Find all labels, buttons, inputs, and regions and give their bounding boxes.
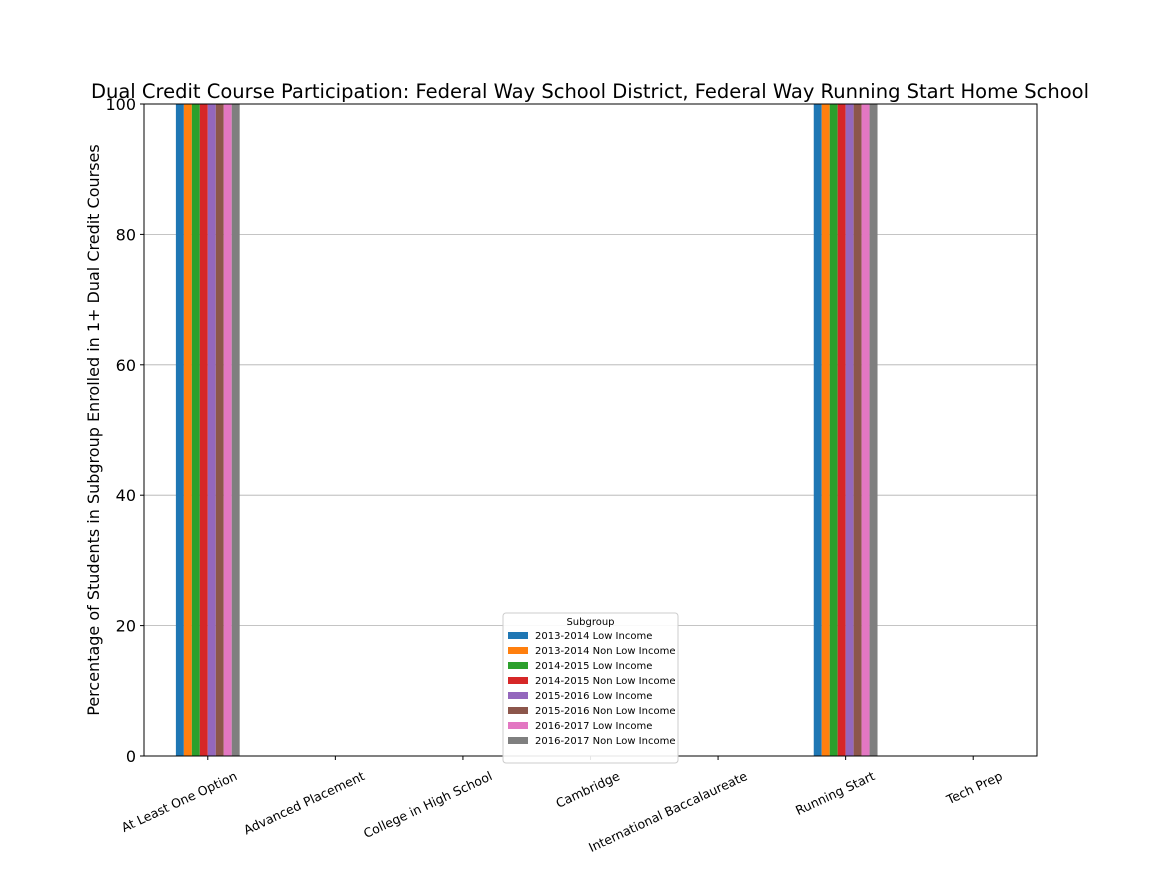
bar xyxy=(821,104,830,756)
legend-swatch xyxy=(508,677,528,684)
legend: Subgroup 2013-2014 Low Income 2013-2014 No… xyxy=(502,612,679,764)
bar xyxy=(223,104,232,756)
y-tick-label: 80 xyxy=(116,225,136,244)
legend-swatch xyxy=(508,647,528,654)
legend-box xyxy=(502,612,679,764)
legend-swatch xyxy=(508,722,528,729)
legend-label: 2014-2015 Non Low Income xyxy=(535,676,675,687)
y-tick-label: 0 xyxy=(126,747,136,766)
legend-label: 2016-2017 Non Low Income xyxy=(535,736,675,747)
y-tick-label: 20 xyxy=(116,617,136,636)
legend-label: 2014-2015 Low Income xyxy=(535,661,652,672)
legend-swatch xyxy=(508,632,528,639)
y-gridlines xyxy=(144,233,1037,626)
legend-swatch xyxy=(508,707,528,714)
bar xyxy=(215,104,224,756)
bar xyxy=(837,104,846,756)
bar xyxy=(845,104,854,756)
y-tick-label: 60 xyxy=(116,356,136,375)
bar xyxy=(207,104,216,756)
bar xyxy=(869,104,878,756)
legend-label: 2013-2014 Non Low Income xyxy=(535,646,675,657)
bar xyxy=(829,104,838,756)
y-tick-label: 40 xyxy=(116,486,136,505)
y-axis-label: Percentage of Students in Subgroup Enrol… xyxy=(84,144,103,715)
legend-label: 2015-2016 Low Income xyxy=(535,691,652,702)
legend-swatch xyxy=(508,737,528,744)
bar xyxy=(191,104,200,756)
bar xyxy=(861,104,870,756)
bar xyxy=(199,104,208,756)
bar xyxy=(183,104,192,756)
legend-swatch xyxy=(508,662,528,669)
legend-title: Subgroup xyxy=(566,617,614,628)
legend-label: 2013-2014 Low Income xyxy=(535,631,652,642)
chart-title: Dual Credit Course Participation: Federa… xyxy=(91,80,1089,103)
bar xyxy=(231,104,240,756)
legend-label: 2016-2017 Low Income xyxy=(535,721,652,732)
bar xyxy=(853,104,862,756)
legend-label: 2015-2016 Non Low Income xyxy=(535,706,675,717)
y-axis-ticks: 0 20 40 60 80 100 xyxy=(105,95,144,766)
y-tick-label: 100 xyxy=(105,95,136,114)
bar xyxy=(813,104,822,756)
legend-swatch xyxy=(508,692,528,699)
bar xyxy=(175,104,184,756)
bars xyxy=(175,104,878,756)
